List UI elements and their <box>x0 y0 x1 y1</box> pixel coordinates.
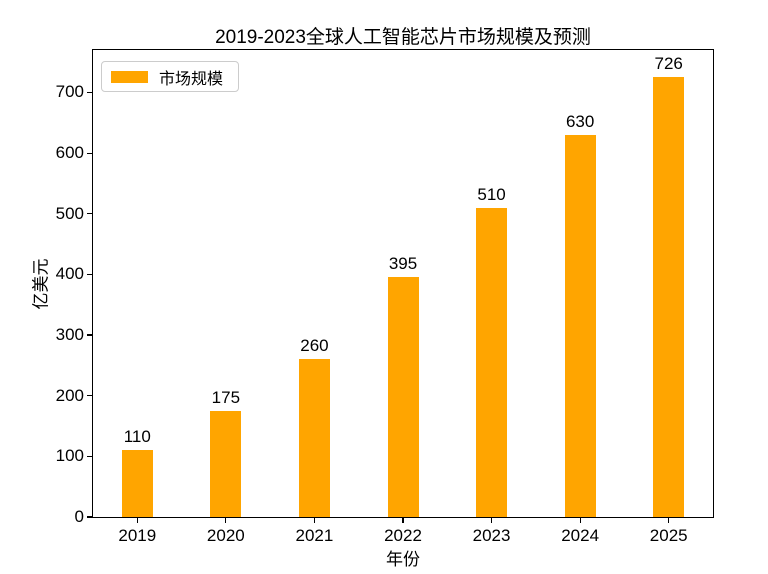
legend: 市场规模 <box>101 61 240 92</box>
bar-value-label-2022: 395 <box>388 254 418 274</box>
x-tick-2025 <box>668 518 670 523</box>
y-tick-label-400: 400 <box>55 264 84 284</box>
bar-value-label-2025: 726 <box>654 53 683 73</box>
y-axis-label: 亿美元 <box>31 258 51 310</box>
y-tick-500 <box>87 213 92 215</box>
bar-2025 <box>653 76 685 517</box>
bar-2019 <box>121 450 153 517</box>
y-tick-label-100: 100 <box>55 446 84 466</box>
bar-2023 <box>476 207 508 517</box>
x-tick-2024 <box>579 518 581 523</box>
y-tick-label-300: 300 <box>55 325 84 345</box>
bar-value-label-2024: 630 <box>565 111 595 131</box>
y-tick-200 <box>87 395 92 397</box>
y-tick-label-600: 600 <box>55 143 84 163</box>
chart-title: 2019-2023全球人工智能芯片市场规模及预测 <box>215 27 591 48</box>
y-tick-label-200: 200 <box>55 385 84 405</box>
legend-label: 市场规模 <box>159 70 224 88</box>
x-axis-label: 年份 <box>386 550 420 569</box>
y-tick-label-500: 500 <box>55 203 84 223</box>
bar-2020 <box>210 410 242 517</box>
x-tick-label-2020: 2020 <box>206 526 245 545</box>
bar-2022 <box>387 277 419 517</box>
x-tick-label-2022: 2022 <box>384 526 422 545</box>
x-tick-2022 <box>402 518 404 523</box>
y-tick-400 <box>87 273 92 275</box>
x-tick-label-2021: 2021 <box>295 526 334 545</box>
y-tick-100 <box>87 455 92 457</box>
y-tick-label-0: 0 <box>74 507 84 526</box>
x-tick-2021 <box>313 518 316 523</box>
x-tick-label-2019: 2019 <box>118 526 157 545</box>
bar-value-label-2020: 175 <box>211 387 241 407</box>
x-tick-label-2023: 2023 <box>472 526 511 545</box>
y-tick-700 <box>87 91 92 94</box>
x-tick-2020 <box>225 518 227 523</box>
x-tick-label-2025: 2025 <box>649 526 688 545</box>
y-tick-600 <box>87 152 92 154</box>
bar-2024 <box>564 134 596 517</box>
x-tick-label-2024: 2024 <box>561 526 600 545</box>
bar-value-label-2019: 110 <box>123 427 151 447</box>
bar-2021 <box>298 359 330 517</box>
y-tick-label-700: 700 <box>55 82 84 102</box>
x-tick-2019 <box>136 518 138 523</box>
x-tick-2023 <box>490 518 493 523</box>
plot-area <box>92 49 714 518</box>
bar-value-label-2023: 510 <box>477 184 506 204</box>
y-tick-0 <box>87 516 92 518</box>
legend-swatch-icon <box>111 70 148 83</box>
bar-value-label-2021: 260 <box>300 336 329 356</box>
y-tick-300 <box>87 334 92 336</box>
